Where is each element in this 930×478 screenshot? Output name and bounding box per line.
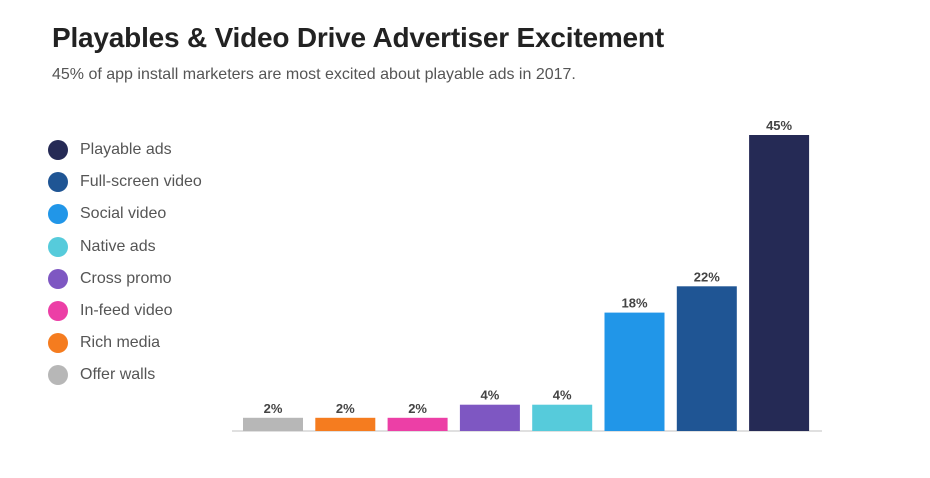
data-label-rich-media: 2% — [336, 401, 355, 416]
legend-item-in-feed-video: In-feed video — [48, 295, 202, 327]
bar-rich-media — [315, 417, 376, 431]
legend-swatch — [48, 268, 68, 289]
data-label-social-video: 18% — [621, 296, 647, 311]
bar-native-ads — [532, 404, 593, 431]
legend-label: Social video — [80, 205, 167, 223]
legend-label: Rich media — [80, 334, 161, 352]
legend-label: Cross promo — [80, 269, 172, 287]
legend-swatch — [48, 301, 68, 322]
data-label-playable-ads: 45% — [766, 118, 792, 133]
legend-item-playable-ads: Playable ads — [48, 134, 202, 166]
legend-swatch — [48, 365, 68, 386]
bars-group — [243, 135, 810, 431]
legend-item-offer-walls: Offer walls — [48, 359, 202, 391]
data-label-cross-promo: 4% — [481, 388, 500, 403]
bar-social-video — [604, 312, 665, 431]
bar-full-screen-video — [676, 286, 737, 431]
legend-swatch — [48, 204, 68, 225]
legend-item-rich-media: Rich media — [48, 327, 202, 359]
legend-label: Offer walls — [80, 366, 156, 384]
legend: Playable ads Full-screen video Social vi… — [48, 134, 202, 392]
legend-swatch — [48, 236, 68, 257]
legend-label: In-feed video — [80, 302, 173, 320]
legend-item-cross-promo: Cross promo — [48, 263, 202, 295]
data-label-in-feed-video: 2% — [408, 401, 427, 416]
legend-swatch — [48, 172, 68, 193]
data-labels-group: 2% 2% 2% 4% 4% 18% 22% 45% — [264, 118, 793, 416]
chart-title: Playables & Video Drive Advertiser Excit… — [52, 22, 664, 53]
legend-item-social-video: Social video — [48, 198, 202, 230]
legend-swatch — [48, 140, 68, 161]
data-label-native-ads: 4% — [553, 388, 572, 403]
bar-cross-promo — [459, 404, 520, 431]
legend-label: Playable ads — [80, 141, 172, 159]
legend-label: Native ads — [80, 237, 156, 255]
legend-item-native-ads: Native ads — [48, 231, 202, 263]
bar-in-feed-video — [387, 417, 448, 431]
legend-swatch — [48, 333, 68, 354]
bar-offer-walls — [243, 417, 303, 431]
bar-playable-ads — [749, 135, 810, 431]
data-label-offer-walls: 2% — [264, 401, 283, 416]
data-label-full-screen-video: 22% — [694, 269, 720, 284]
legend-item-full-screen-video: Full-screen video — [48, 166, 202, 198]
legend-label: Full-screen video — [80, 173, 202, 191]
chart-subtitle: 45% of app install marketers are most ex… — [52, 66, 576, 83]
